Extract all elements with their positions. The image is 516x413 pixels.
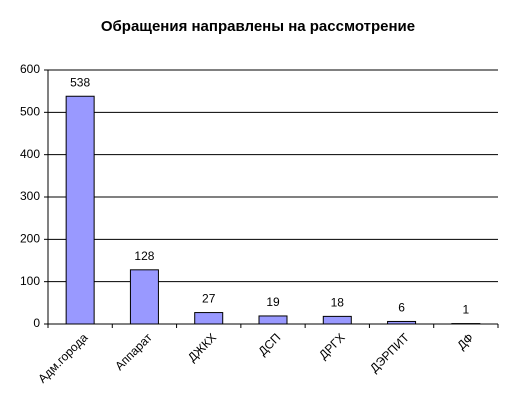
x-tick-label: ДЖКХ [185,330,219,364]
data-label: 19 [266,295,280,309]
data-label: 1 [463,303,470,317]
bar [258,315,288,325]
chart-title: Обращения направлены на рассмотрение [101,18,415,35]
bar [194,312,224,325]
data-label: 27 [202,292,216,306]
y-tick-label: 100 [20,274,40,288]
x-tick-label: Аппарат [112,330,155,373]
y-tick-label: 200 [20,232,40,246]
data-label: 18 [331,296,345,310]
x-tick-label: Адм.города [35,330,90,385]
data-label: 538 [70,75,90,89]
x-tick-label: ДРГХ [316,330,348,362]
bar [65,95,95,325]
data-label: 6 [398,301,405,315]
x-tick-label: ДЭРПИТ [367,330,412,375]
bar [129,269,159,325]
y-tick-label: 600 [20,62,40,76]
x-tick-label: ДСП [255,330,283,358]
data-label: 128 [134,249,154,263]
y-tick-label: 400 [20,147,40,161]
x-tick-label: ДФ [454,330,476,352]
y-tick-label: 0 [33,316,40,330]
bar [387,320,417,325]
y-tick-label: 500 [20,105,40,119]
y-tick-label: 300 [20,189,40,203]
bar [322,315,352,325]
